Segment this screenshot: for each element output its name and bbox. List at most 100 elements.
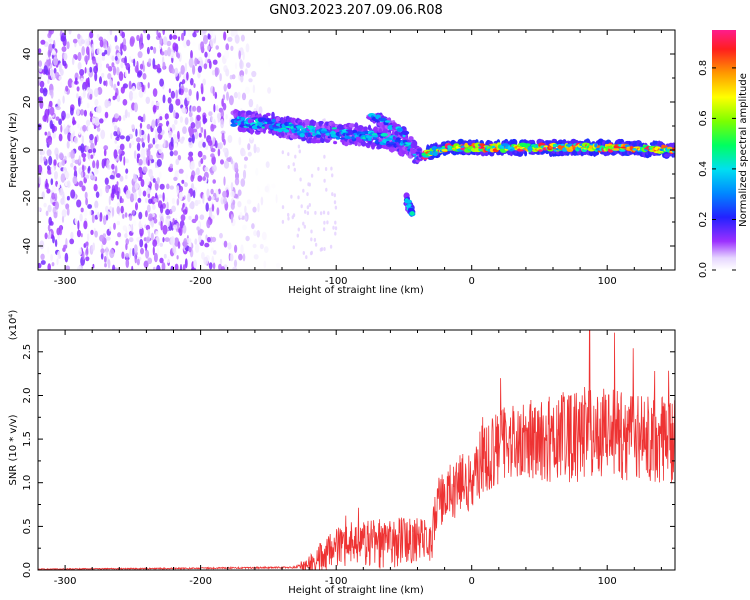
noise-blob [198, 56, 203, 62]
noise-blob [287, 165, 290, 169]
noise-blob [54, 192, 58, 202]
noise-blob [89, 31, 94, 39]
noise-blob [170, 236, 176, 246]
spectrogram-y-axis: -40 -20 0 20 40 [22, 29, 675, 271]
noise-blob [224, 49, 230, 60]
noise-blob [121, 31, 125, 39]
noise-blob [60, 81, 63, 87]
noise-blob [234, 244, 238, 253]
noise-blob [118, 148, 122, 155]
noise-blob [206, 219, 211, 229]
noise-blob [196, 105, 202, 113]
noise-blob [202, 193, 205, 204]
noise-blob [211, 255, 215, 265]
noise-blob [109, 78, 113, 87]
noise-blob [181, 179, 185, 184]
noise-blob [76, 86, 80, 92]
noise-blob [178, 168, 184, 174]
noise-blob [245, 62, 251, 68]
noise-blob [213, 30, 216, 39]
noise-blob [152, 104, 157, 113]
signal-blob-halo [378, 128, 383, 135]
noise-blob [98, 54, 102, 65]
noise-blob [142, 113, 146, 123]
noise-blob [240, 178, 246, 187]
noise-blob [192, 32, 197, 38]
noise-blob [182, 126, 187, 134]
noise-blob [275, 194, 278, 204]
noise-blob [152, 239, 158, 247]
noise-blob [220, 109, 224, 119]
noise-blob [85, 241, 89, 246]
noise-blob [187, 192, 191, 203]
noise-blob [302, 251, 305, 255]
noise-blob [140, 148, 146, 158]
noise-blob [138, 176, 142, 182]
noise-blob [183, 182, 188, 188]
noise-blob [49, 231, 52, 239]
noise-blob [80, 39, 85, 45]
noise-blob [105, 214, 109, 221]
noise-blob [63, 52, 68, 61]
noise-blob [139, 128, 142, 137]
noise-blob [108, 66, 113, 72]
noise-blob [220, 266, 225, 270]
noise-blob [139, 63, 144, 70]
noise-blob [48, 100, 53, 108]
noise-blob [198, 160, 202, 168]
noise-blob [51, 49, 56, 54]
noise-blob [138, 158, 143, 166]
noise-blob [125, 135, 131, 142]
noise-blob [129, 36, 135, 45]
noise-blob [174, 143, 178, 150]
noise-blob [169, 185, 174, 190]
noise-blob [132, 92, 138, 100]
noise-blob [290, 194, 293, 199]
noise-blob [179, 138, 184, 144]
noise-blob [191, 133, 195, 144]
noise-blob [139, 122, 143, 129]
noise-blob [281, 219, 285, 224]
noise-blob [93, 168, 97, 175]
noise-blob [179, 185, 184, 192]
noise-blob [333, 193, 336, 198]
noise-blob [94, 117, 100, 126]
noise-blob [120, 86, 125, 94]
noise-blob [58, 161, 63, 168]
noise-blob [70, 231, 74, 240]
noise-blob [108, 195, 111, 206]
noise-blob [187, 30, 193, 37]
noise-blob [99, 48, 102, 54]
noise-blob [47, 165, 51, 171]
noise-blob [133, 150, 137, 159]
noise-blob [248, 78, 253, 83]
flat-band-blob-core [441, 149, 449, 152]
signal-blob-halo [348, 123, 355, 128]
noise-blob [234, 62, 238, 70]
noise-blob [159, 116, 163, 121]
noise-blob [104, 177, 109, 185]
noise-blob [40, 253, 45, 260]
noise-blob [227, 242, 232, 250]
noise-blob [159, 204, 164, 214]
noise-blob [151, 219, 154, 228]
noise-blob [242, 224, 247, 231]
noise-blob [196, 226, 200, 231]
noise-blob [94, 99, 99, 106]
noise-blob [62, 60, 67, 67]
noise-blob [146, 123, 151, 130]
noise-blob [310, 173, 314, 178]
noise-blob [220, 159, 224, 165]
noise-blob [188, 137, 193, 143]
noise-blob [209, 236, 213, 243]
noise-blob [43, 65, 48, 75]
noise-blob [116, 181, 119, 187]
noise-blob [190, 50, 193, 60]
noise-blob [54, 201, 60, 210]
noise-blob [82, 88, 86, 98]
noise-blob [213, 250, 217, 255]
noise-blob [205, 144, 209, 151]
noise-blob [60, 68, 64, 76]
signal-blob-core [355, 136, 361, 140]
noise-blob [40, 39, 46, 45]
